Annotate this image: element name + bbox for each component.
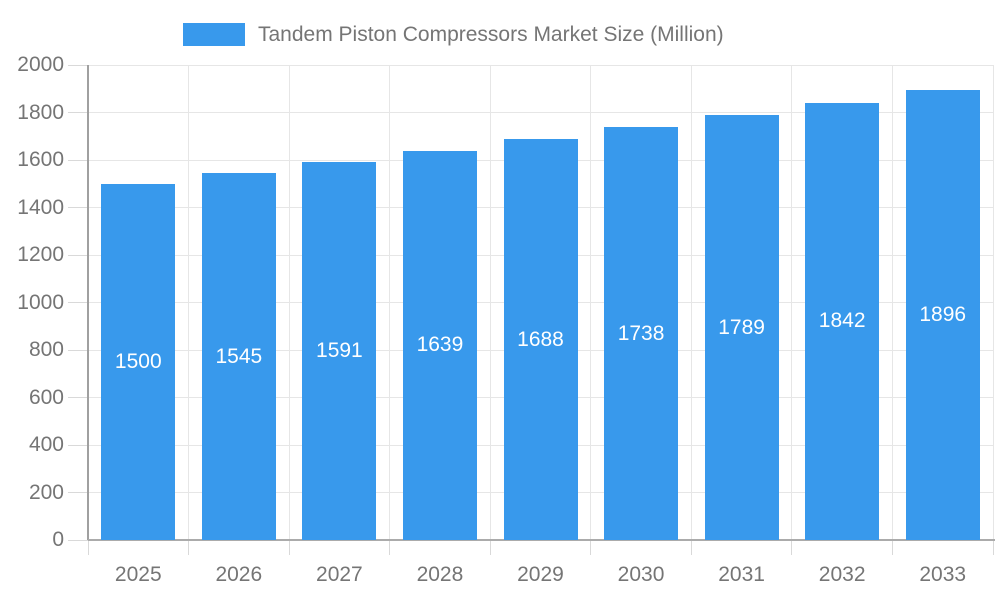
gridline-x xyxy=(188,65,190,540)
bar-value-label: 1591 xyxy=(316,339,363,363)
gridline-y xyxy=(88,112,993,113)
gridline-x xyxy=(690,65,692,540)
x-tick-label: 2029 xyxy=(517,563,564,586)
x-tick-label: 2032 xyxy=(818,563,866,586)
legend-label[interactable]: Tandem Piston Compressors Market Size (M… xyxy=(258,22,724,46)
y-tick-label: 0 xyxy=(52,528,64,551)
y-tick-mark xyxy=(68,539,88,541)
x-tick-mark xyxy=(288,540,290,555)
y-tick-mark xyxy=(68,64,88,66)
x-tick-label: 2030 xyxy=(617,563,665,586)
y-tick-mark xyxy=(68,397,88,398)
bar-value-label: 1789 xyxy=(718,315,765,339)
x-tick-mark xyxy=(891,540,893,555)
y-tick-label: 1400 xyxy=(17,195,64,219)
bar[interactable] xyxy=(805,102,880,540)
x-tick-mark xyxy=(87,540,89,555)
y-tick-mark xyxy=(68,349,88,351)
y-axis-line xyxy=(87,65,89,540)
gridline-x xyxy=(992,65,994,540)
legend-swatch[interactable] xyxy=(183,23,245,46)
bar-value-label: 1639 xyxy=(416,333,464,357)
bar-value-label: 1738 xyxy=(617,321,665,345)
bar[interactable] xyxy=(402,150,477,540)
x-tick-mark xyxy=(188,540,190,555)
y-tick-mark xyxy=(68,444,88,446)
x-tick-label: 2026 xyxy=(215,563,263,586)
y-tick-label: 2000 xyxy=(17,53,64,76)
gridline-y xyxy=(88,64,993,66)
y-tick-mark xyxy=(68,207,88,208)
bar-value-label: 1842 xyxy=(818,309,866,333)
bar[interactable] xyxy=(503,139,578,540)
y-tick-label: 600 xyxy=(28,385,64,409)
gridline-x xyxy=(791,65,793,540)
x-tick-mark xyxy=(489,540,491,555)
y-tick-mark xyxy=(68,254,88,256)
y-tick-label: 800 xyxy=(28,338,64,361)
x-tick-mark xyxy=(690,540,692,555)
gridline-x xyxy=(590,65,592,540)
x-tick-mark xyxy=(590,540,592,555)
x-tick-mark xyxy=(992,540,994,555)
x-tick-mark xyxy=(389,540,391,555)
y-tick-mark xyxy=(68,112,88,113)
bar[interactable] xyxy=(604,127,679,540)
y-tick-label: 1000 xyxy=(17,290,64,314)
bar[interactable] xyxy=(101,183,176,540)
y-tick-label: 200 xyxy=(28,480,64,504)
bar-value-label: 1688 xyxy=(517,327,564,351)
bar[interactable] xyxy=(201,173,276,540)
bar[interactable] xyxy=(704,115,779,540)
bar[interactable] xyxy=(302,162,377,540)
bar-value-label: 1500 xyxy=(114,349,162,373)
x-tick-mark xyxy=(791,540,793,555)
x-tick-label: 2027 xyxy=(316,563,363,586)
bar-value-label: 1896 xyxy=(919,302,967,326)
x-tick-label: 2028 xyxy=(416,563,464,586)
y-tick-mark xyxy=(68,159,88,161)
x-tick-label: 2031 xyxy=(718,563,765,586)
y-tick-label: 1800 xyxy=(17,100,64,124)
gridline-x xyxy=(489,65,491,540)
x-tick-label: 2033 xyxy=(919,563,967,586)
y-tick-mark xyxy=(68,492,88,493)
gridline-x xyxy=(389,65,391,540)
y-tick-label: 400 xyxy=(28,433,64,456)
y-tick-label: 1600 xyxy=(17,148,64,171)
y-tick-label: 1200 xyxy=(17,243,64,266)
x-axis-line xyxy=(88,539,995,541)
y-tick-mark xyxy=(68,302,88,303)
gridline-x xyxy=(288,65,290,540)
x-tick-label: 2025 xyxy=(114,563,162,586)
legend: Tandem Piston Compressors Market Size (M… xyxy=(183,22,724,47)
bar-value-label: 1545 xyxy=(215,344,263,368)
gridline-x xyxy=(891,65,893,540)
bar[interactable] xyxy=(905,89,980,540)
